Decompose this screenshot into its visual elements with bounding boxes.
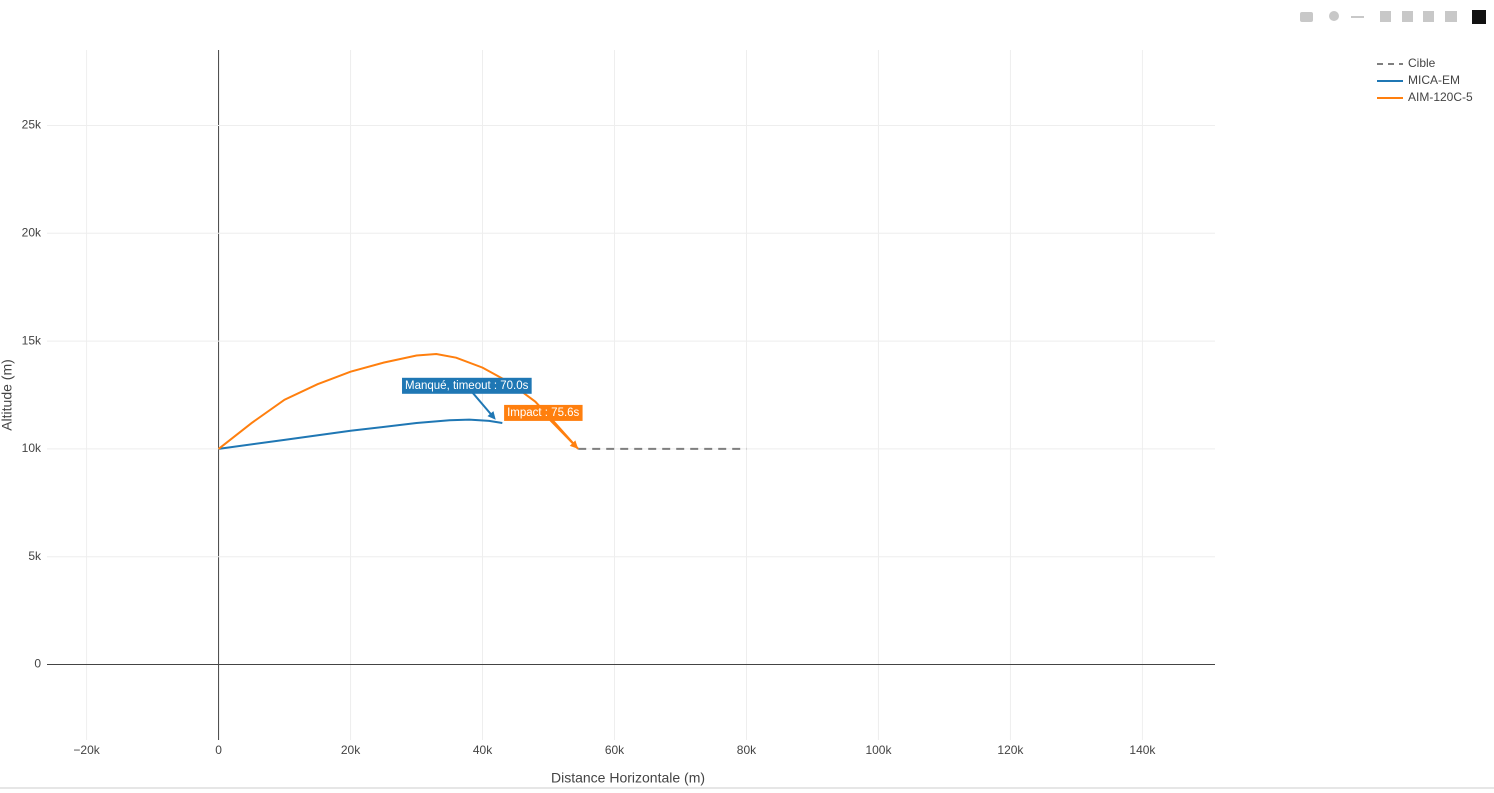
plotly-logo[interactable] xyxy=(1472,10,1486,24)
x-axis-title: Distance Horizontale (m) xyxy=(551,770,705,786)
y-tick-label: 20k xyxy=(22,225,42,239)
reset-icon[interactable] xyxy=(1445,11,1457,22)
y-tick-label: 10k xyxy=(22,441,42,455)
pan-icon[interactable] xyxy=(1351,16,1364,18)
y-tick-label: 25k xyxy=(22,118,42,132)
series-line xyxy=(217,353,579,450)
camera-icon[interactable] xyxy=(1300,12,1313,22)
x-tick-label: 20k xyxy=(341,743,361,757)
legend-label[interactable]: AIM-120C-5 xyxy=(1408,90,1473,104)
x-tick-label: 0 xyxy=(215,743,222,757)
annotation-box xyxy=(504,404,583,421)
series-line xyxy=(218,418,503,450)
autoscale-icon[interactable] xyxy=(1423,11,1434,22)
y-axis-title: Altitude (m) xyxy=(0,359,15,431)
x-tick-label: 40k xyxy=(473,743,493,757)
x-tick-label: 60k xyxy=(605,743,625,757)
zoom-icon[interactable] xyxy=(1329,11,1339,21)
annotation-arrowhead xyxy=(487,411,496,420)
annotation-text: Impact : 75.6s xyxy=(507,407,579,419)
x-tick-label: 140k xyxy=(1129,743,1156,757)
y-tick-label: 15k xyxy=(22,333,42,347)
legend-label[interactable]: MICA-EM xyxy=(1408,73,1460,87)
x-tick-label: 80k xyxy=(737,743,757,757)
toolbar xyxy=(1300,10,1486,24)
legend-label[interactable]: Cible xyxy=(1408,56,1436,70)
x-tick-label: 120k xyxy=(997,743,1024,757)
annotation-box xyxy=(402,377,532,394)
x-tick-label: 100k xyxy=(865,743,892,757)
annotation-arrowhead xyxy=(569,440,579,449)
y-tick-label: 5k xyxy=(28,549,42,563)
zoom-out-icon[interactable] xyxy=(1402,11,1413,22)
y-tick-label: 0 xyxy=(34,657,41,671)
zoom-in-icon[interactable] xyxy=(1380,11,1391,22)
annotation-text: Manqué, timeout : 70.0s xyxy=(405,380,529,392)
x-tick-label: −20k xyxy=(73,743,100,757)
